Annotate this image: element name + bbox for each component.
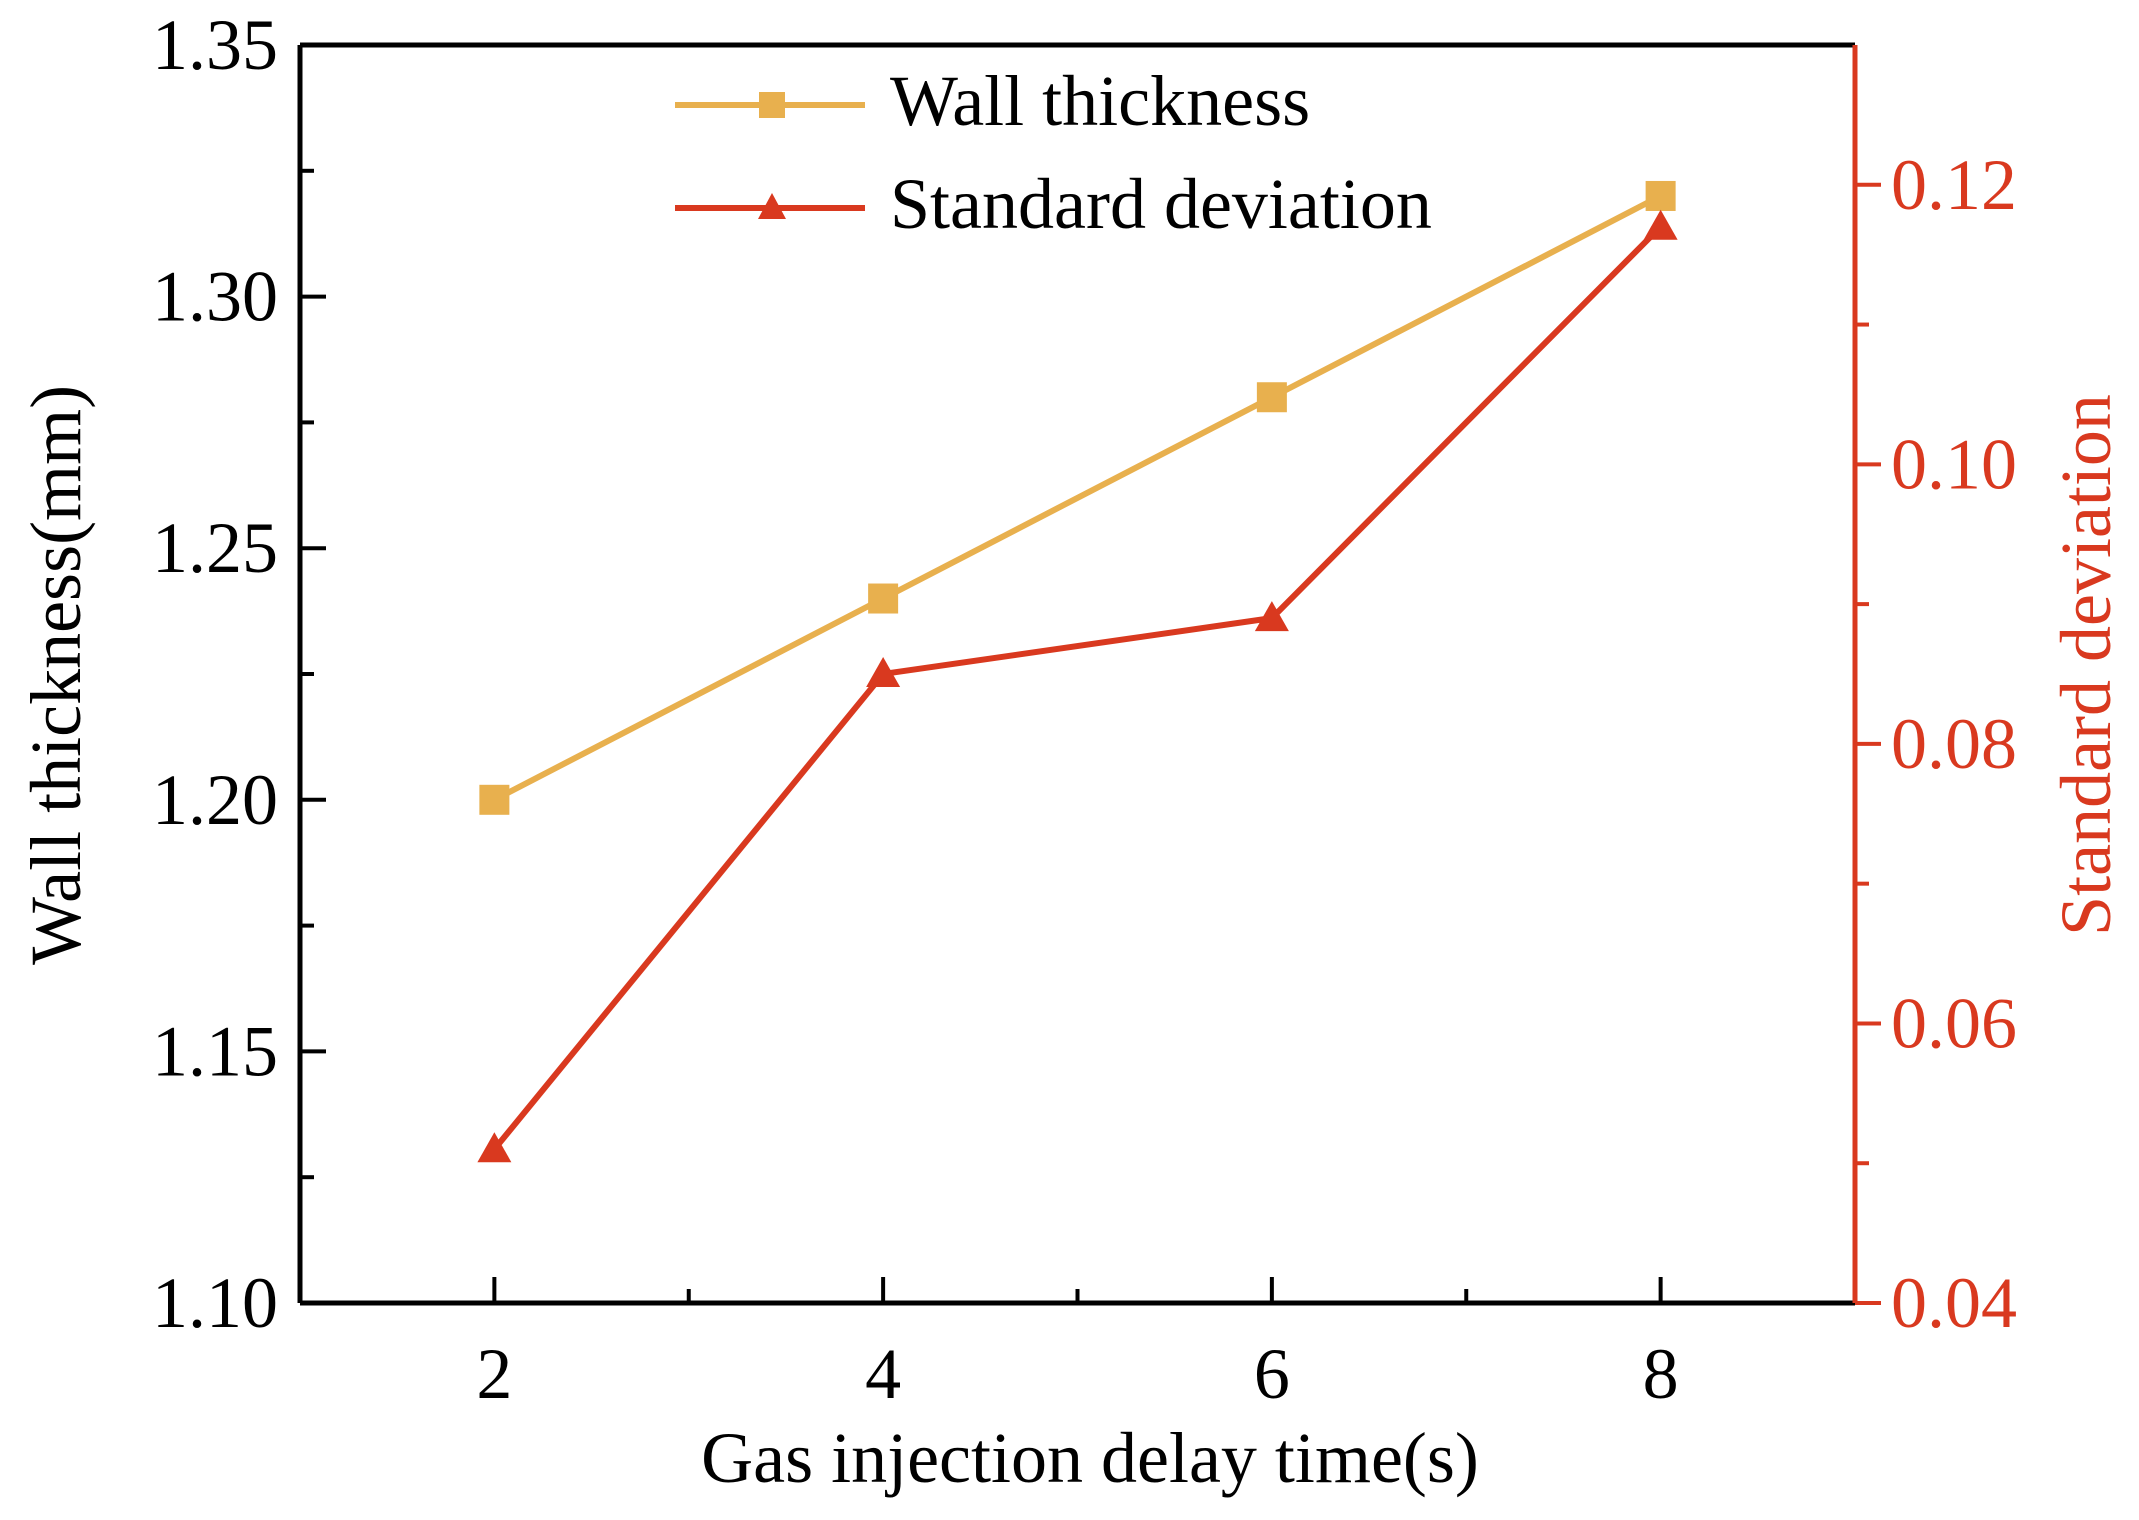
x-tick-label: 2 (476, 1334, 512, 1414)
wall-thickness-marker (1645, 180, 1676, 211)
y-tick-label: 1.25 (152, 508, 278, 588)
x-tick-label: 4 (865, 1334, 901, 1414)
y-tick-label: 1.35 (152, 5, 278, 85)
y2-tick-label: 0.06 (1891, 983, 2017, 1063)
legend-marker-standard-deviation (758, 193, 786, 219)
y2-axis-title: Standard deviation (2046, 394, 2126, 936)
standard-deviation-marker (1254, 601, 1289, 632)
legend-marker-wall-thickness (759, 92, 785, 118)
x-tick-label: 6 (1254, 1334, 1290, 1414)
standard-deviation-line (492, 224, 1663, 1152)
wall-thickness-marker (1256, 382, 1287, 413)
wall-thickness-line (492, 193, 1663, 803)
y-tick-label: 1.30 (152, 257, 278, 337)
y2-tick-label: 0.04 (1891, 1263, 2017, 1343)
standard-deviation-marker (866, 657, 901, 687)
y-tick-label: 1.15 (152, 1011, 278, 1091)
y-tick-label: 1.20 (152, 760, 278, 840)
standard-deviation-marker (477, 1132, 512, 1163)
y2-tick-label: 0.08 (1891, 704, 2017, 784)
wall-thickness-marker (479, 784, 510, 815)
y2-tick-label: 0.10 (1891, 424, 2017, 504)
legend: Wall thickness Standard deviation (675, 61, 1432, 244)
y-axis-title: Wall thickness(mm) (16, 385, 96, 965)
legend-label-wall-thickness: Wall thickness (890, 61, 1310, 141)
legend-label-standard-deviation: Standard deviation (890, 164, 1432, 244)
plot-layer: 2 4 6 8 1.10 1.15 1.20 1.25 1.30 1.35 0.04 0.06 0.08… (152, 5, 2017, 1414)
y2-tick-label: 0.12 (1891, 145, 2017, 225)
y-tick-label: 1.10 (152, 1263, 278, 1343)
wall-thickness-marker (868, 583, 899, 614)
standard-deviation-marker (1643, 209, 1678, 240)
x-tick-label: 8 (1643, 1334, 1679, 1414)
x-axis-title: Gas injection delay time(s) (701, 1418, 1479, 1498)
